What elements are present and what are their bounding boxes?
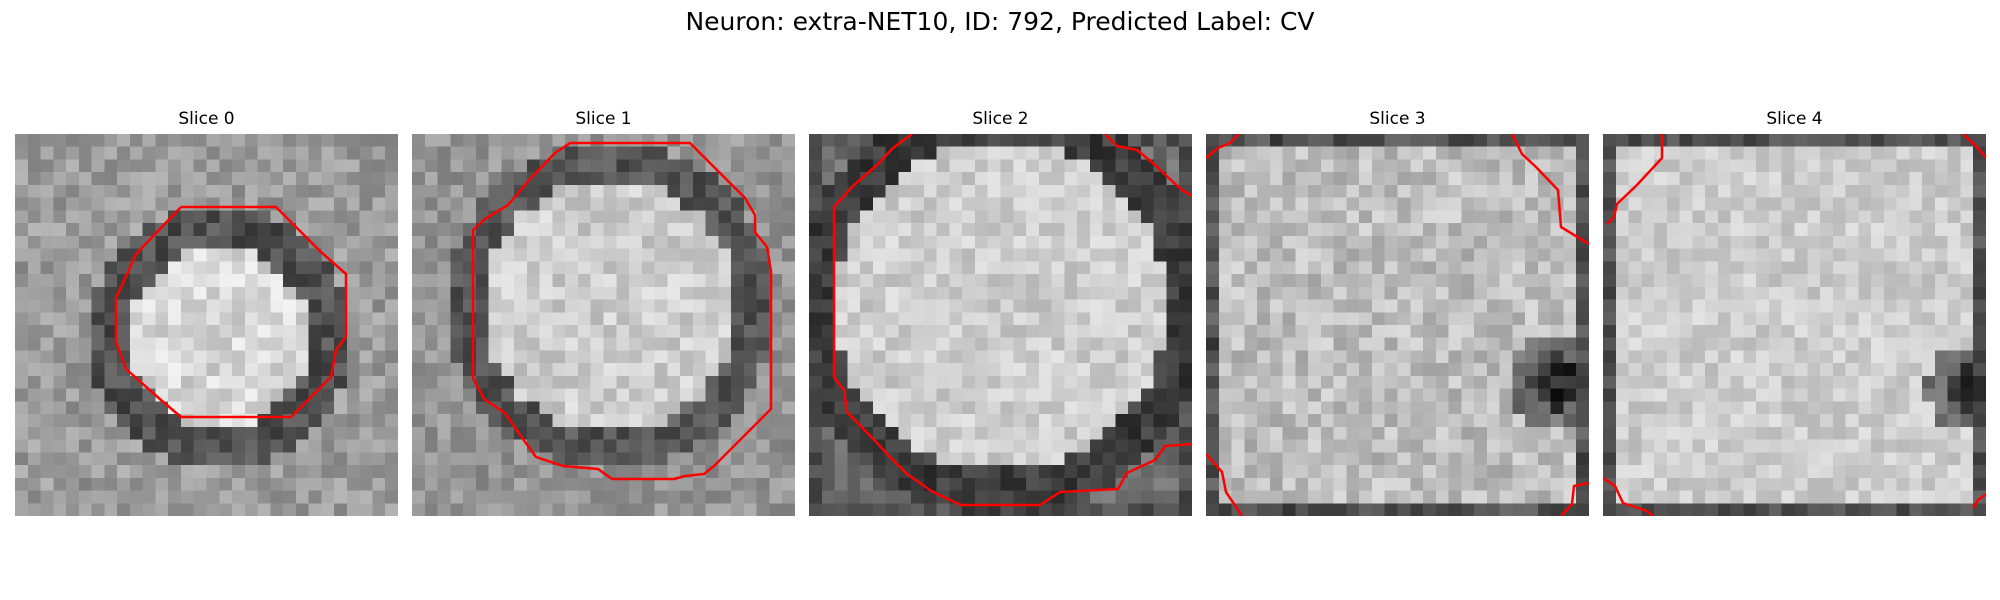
slice-4-image bbox=[1603, 134, 1986, 516]
figure-title: Neuron: extra-NET10, ID: 792, Predicted … bbox=[685, 7, 1315, 36]
slice-2-title: Slice 2 bbox=[972, 109, 1029, 129]
slice-3-contour-line-d bbox=[1560, 481, 1589, 516]
slice-3-contour-line-c bbox=[1206, 453, 1244, 516]
slice-4-contour-line-b bbox=[1962, 134, 1986, 159]
slice-1-panel bbox=[412, 134, 795, 516]
slice-0-panel bbox=[15, 134, 398, 516]
slice-2-contour-line-a bbox=[832, 134, 1192, 507]
slice-2-image bbox=[809, 134, 1192, 516]
slice-2-panel bbox=[809, 134, 1192, 516]
slice-1-title: Slice 1 bbox=[575, 109, 632, 129]
slice-3-contour bbox=[1206, 134, 1589, 516]
slice-1-image bbox=[412, 134, 795, 516]
slice-2-contour bbox=[832, 134, 1192, 507]
slice-0-contour-line bbox=[114, 205, 348, 419]
slice-4-contour-line-a bbox=[1606, 134, 1664, 225]
slice-4-contour-line-d bbox=[1971, 493, 1986, 509]
slice-2-contour-line-b bbox=[1104, 134, 1192, 198]
slice-0-contour bbox=[114, 205, 348, 419]
slice-3-contour-line-b bbox=[1510, 134, 1589, 246]
slice-4-contour bbox=[1603, 134, 1986, 516]
slice-1-contour-line bbox=[471, 141, 773, 481]
slice-3-panel bbox=[1206, 134, 1589, 516]
slice-0-image bbox=[15, 134, 398, 516]
slice-3-contour-line-a bbox=[1206, 134, 1240, 159]
slice-0-title: Slice 0 bbox=[178, 109, 235, 129]
slice-4-title: Slice 4 bbox=[1766, 109, 1823, 129]
slice-4-panel bbox=[1603, 134, 1986, 516]
slice-3-image bbox=[1206, 134, 1589, 516]
slice-4-contour-line-c bbox=[1603, 476, 1654, 516]
slice-3-title: Slice 3 bbox=[1369, 109, 1426, 129]
slice-1-contour bbox=[471, 141, 773, 481]
